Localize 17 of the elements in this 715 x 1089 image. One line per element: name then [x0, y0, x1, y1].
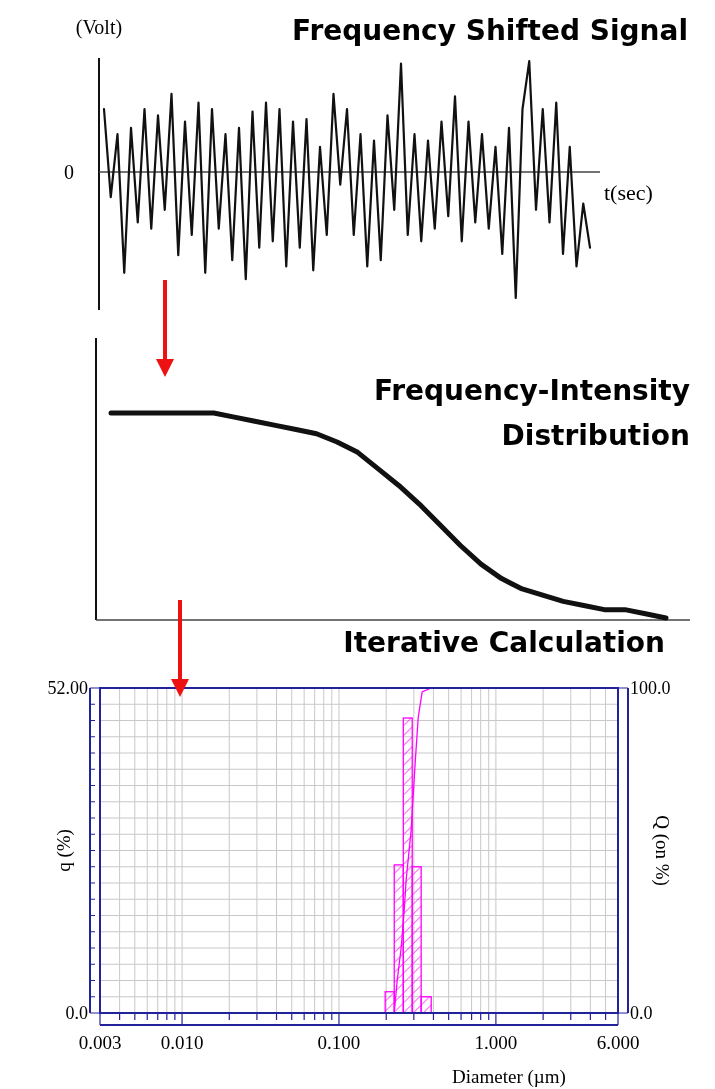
y-axis-title: q (%)	[53, 829, 75, 872]
chart-title: Frequency-Intensity Distribution	[373, 374, 690, 452]
x-tick-label: 1.000	[474, 1032, 518, 1053]
chart-title: Frequency Shifted Signal	[292, 14, 688, 47]
y2-axis-title: Q (on %)	[651, 815, 673, 886]
x-tick-label: 6.000	[596, 1032, 640, 1053]
x-tick-label: 0.003	[78, 1032, 122, 1053]
y-axis-title: (Volt)	[75, 16, 123, 39]
x-axis-title: Diameter (µm)	[452, 1066, 566, 1088]
x-tick-label: 0.010	[160, 1032, 204, 1053]
chart-title: Iterative Calculation	[343, 626, 665, 659]
x-axis-title: t(sec)	[604, 180, 653, 205]
x-tick-label: 0.100	[317, 1032, 361, 1053]
y2-tick-label: 0.0	[630, 1003, 653, 1023]
text: 0	[64, 161, 74, 183]
y-tick-label: 52.00	[47, 678, 88, 698]
y2-tick-label: 100.0	[630, 678, 671, 698]
